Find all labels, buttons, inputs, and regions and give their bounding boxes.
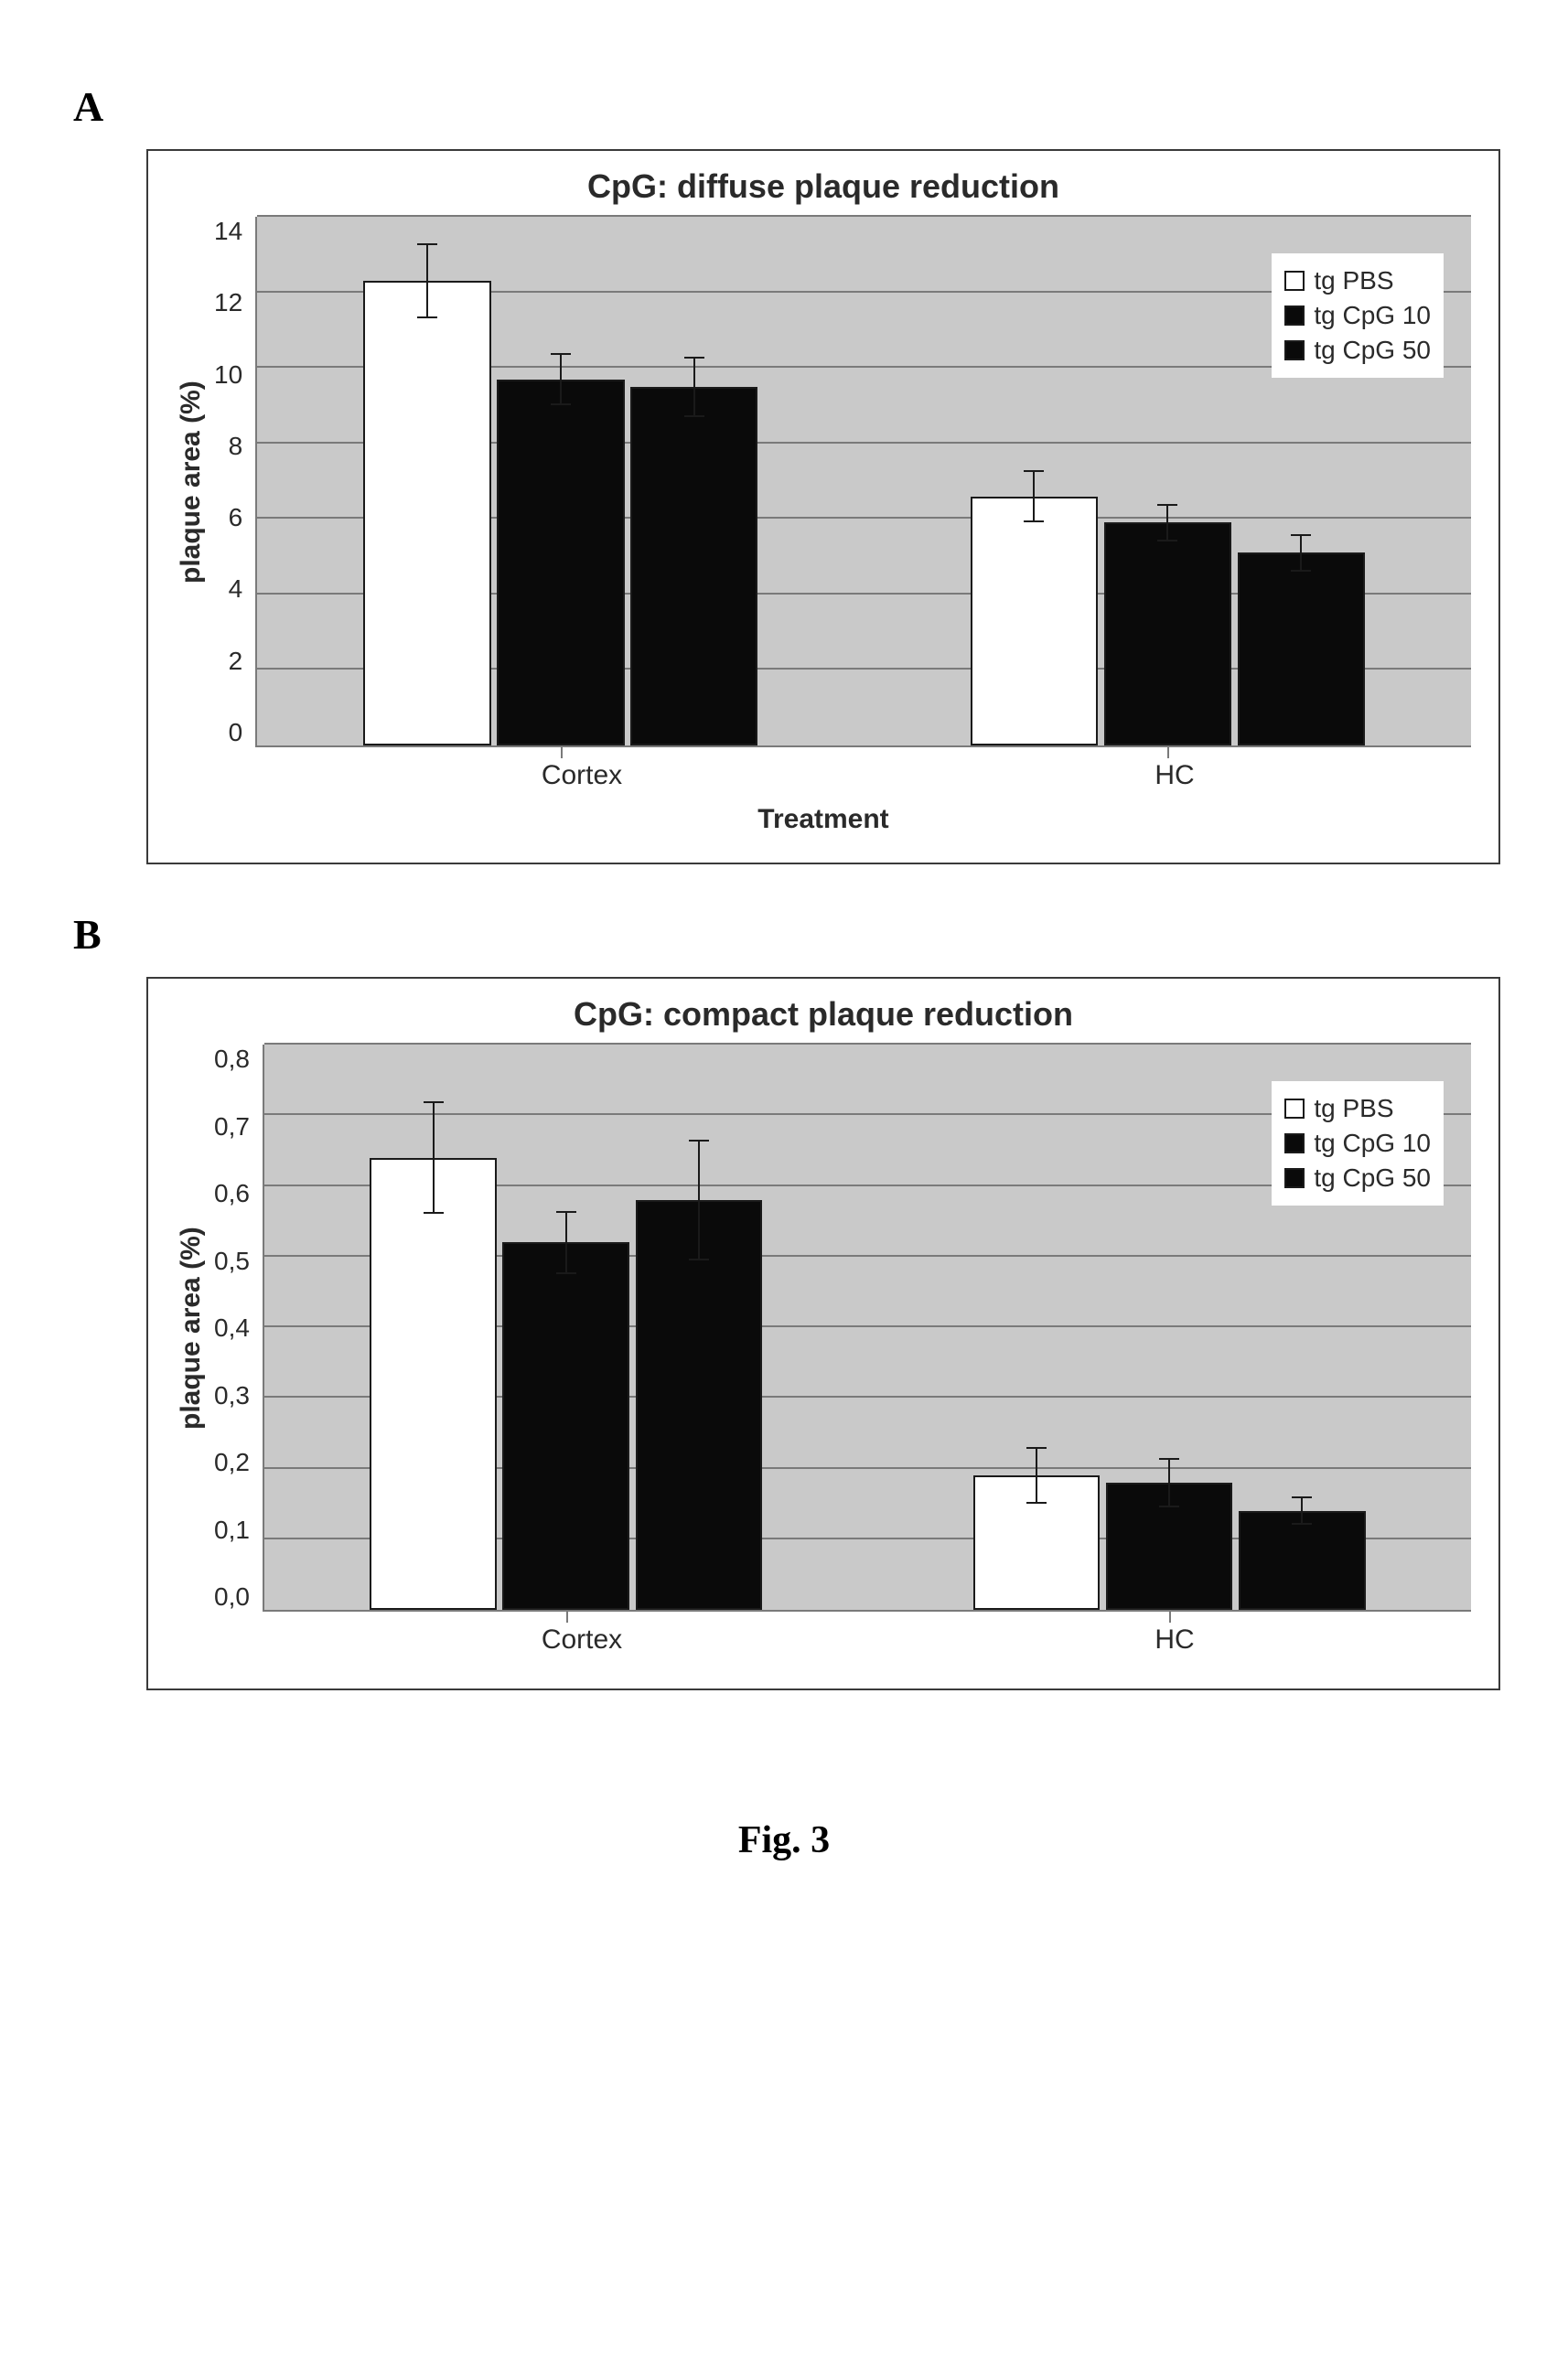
legend-swatch xyxy=(1284,306,1305,326)
x-tick-mark xyxy=(561,745,563,758)
y-tick-label: 6 xyxy=(214,503,242,532)
x-tick-label: Cortex xyxy=(542,760,622,791)
bar xyxy=(502,1242,629,1610)
plot-area: tg PBS tg CpG 10 tg CpG 50 xyxy=(255,217,1471,747)
legend-swatch xyxy=(1284,271,1305,291)
y-tick-label: 2 xyxy=(214,647,242,676)
y-tick-label: 10 xyxy=(214,360,242,390)
error-bar xyxy=(698,1140,700,1260)
y-tick-label: 0,2 xyxy=(214,1448,250,1477)
figure-container: A CpG: diffuse plaque reduction plaque are… xyxy=(73,82,1495,1690)
legend: tg PBS tg CpG 10 tg CpG 50 xyxy=(1272,253,1444,378)
legend-label: tg PBS xyxy=(1314,266,1393,295)
bar xyxy=(370,1158,497,1610)
bar xyxy=(1238,552,1365,745)
error-bar xyxy=(1033,470,1035,523)
legend-label: tg PBS xyxy=(1314,1094,1393,1123)
legend-item: tg CpG 50 xyxy=(1284,336,1431,365)
x-tick-label: Cortex xyxy=(542,1624,622,1656)
legend-swatch xyxy=(1284,1099,1305,1119)
y-tick-label: 0 xyxy=(214,718,242,747)
y-tick-label: 4 xyxy=(214,574,242,604)
legend-item: tg PBS xyxy=(1284,1094,1431,1123)
y-tick-label: 0,6 xyxy=(214,1179,250,1208)
x-axis-labels: Cortex HC xyxy=(176,1624,1471,1661)
error-bar xyxy=(1036,1447,1037,1504)
plot-wrap: plaque area (%)14 12 10 8 6 4 2 0 tg PBS tg CpG 1… xyxy=(176,217,1471,747)
error-bar xyxy=(1168,1458,1170,1507)
legend-swatch xyxy=(1284,1133,1305,1153)
y-axis-title: plaque area (%) xyxy=(176,217,207,747)
y-tick-label: 0,4 xyxy=(214,1313,250,1343)
x-tick-label: HC xyxy=(1155,1624,1194,1656)
error-bar xyxy=(433,1101,435,1215)
error-bar xyxy=(693,357,695,417)
bar xyxy=(497,380,624,745)
error-bar xyxy=(426,243,428,319)
legend-label: tg CpG 50 xyxy=(1314,1163,1431,1193)
legend-item: tg CpG 10 xyxy=(1284,301,1431,330)
y-tick-label: 8 xyxy=(214,432,242,461)
y-tick-label: 0,7 xyxy=(214,1112,250,1142)
legend: tg PBS tg CpG 10 tg CpG 50 xyxy=(1272,1081,1444,1206)
x-axis-title: Treatment xyxy=(176,804,1471,835)
panel-label: B xyxy=(73,910,1495,959)
chart-title: CpG: diffuse plaque reduction xyxy=(176,167,1471,206)
x-tick-mark xyxy=(1169,1610,1171,1623)
x-tick-mark xyxy=(566,1610,568,1623)
plot-area: tg PBS tg CpG 10 tg CpG 50 xyxy=(263,1045,1471,1612)
x-tick-label: HC xyxy=(1155,760,1194,791)
legend-label: tg CpG 10 xyxy=(1314,1129,1431,1158)
error-bar xyxy=(1166,504,1168,541)
y-tick-label: 0,1 xyxy=(214,1516,250,1545)
error-bar xyxy=(565,1211,567,1275)
bar xyxy=(636,1200,763,1610)
legend-item: tg CpG 10 xyxy=(1284,1129,1431,1158)
chart-title: CpG: compact plaque reduction xyxy=(176,995,1471,1034)
bar xyxy=(363,281,490,745)
y-tick-label: 0,0 xyxy=(214,1582,250,1612)
x-axis-labels: Cortex HC xyxy=(176,760,1471,797)
bar xyxy=(1239,1511,1366,1610)
y-tick-label: 12 xyxy=(214,288,242,317)
legend-item: tg CpG 50 xyxy=(1284,1163,1431,1193)
x-tick-mark xyxy=(1167,745,1169,758)
error-bar xyxy=(1301,1496,1303,1525)
legend-swatch xyxy=(1284,1168,1305,1188)
legend-label: tg CpG 10 xyxy=(1314,301,1431,330)
panel-label: A xyxy=(73,82,1495,131)
error-bar xyxy=(560,353,562,406)
figure-caption: Fig. 3 xyxy=(73,1818,1495,1862)
y-axis-ticks: 14 12 10 8 6 4 2 0 xyxy=(207,217,255,747)
legend-label: tg CpG 50 xyxy=(1314,336,1431,365)
bar xyxy=(971,497,1098,745)
y-axis-title: plaque area (%) xyxy=(176,1045,207,1612)
bar xyxy=(630,387,757,745)
legend-item: tg PBS xyxy=(1284,266,1431,295)
error-bar xyxy=(1300,534,1302,572)
y-tick-label: 14 xyxy=(214,217,242,246)
plot-wrap: plaque area (%)0,80,70,60,50,40,30,20,10… xyxy=(176,1045,1471,1612)
chart: CpG: compact plaque reduction plaque area… xyxy=(146,977,1500,1690)
bar xyxy=(1104,522,1231,745)
y-tick-label: 0,3 xyxy=(214,1381,250,1410)
chart: CpG: diffuse plaque reduction plaque area… xyxy=(146,149,1500,864)
y-axis-ticks: 0,8 0,7 0,6 0,5 0,4 0,3 0,2 0,1 0,0 xyxy=(207,1045,263,1612)
y-tick-label: 0,8 xyxy=(214,1045,250,1074)
y-tick-label: 0,5 xyxy=(214,1247,250,1276)
legend-swatch xyxy=(1284,340,1305,360)
